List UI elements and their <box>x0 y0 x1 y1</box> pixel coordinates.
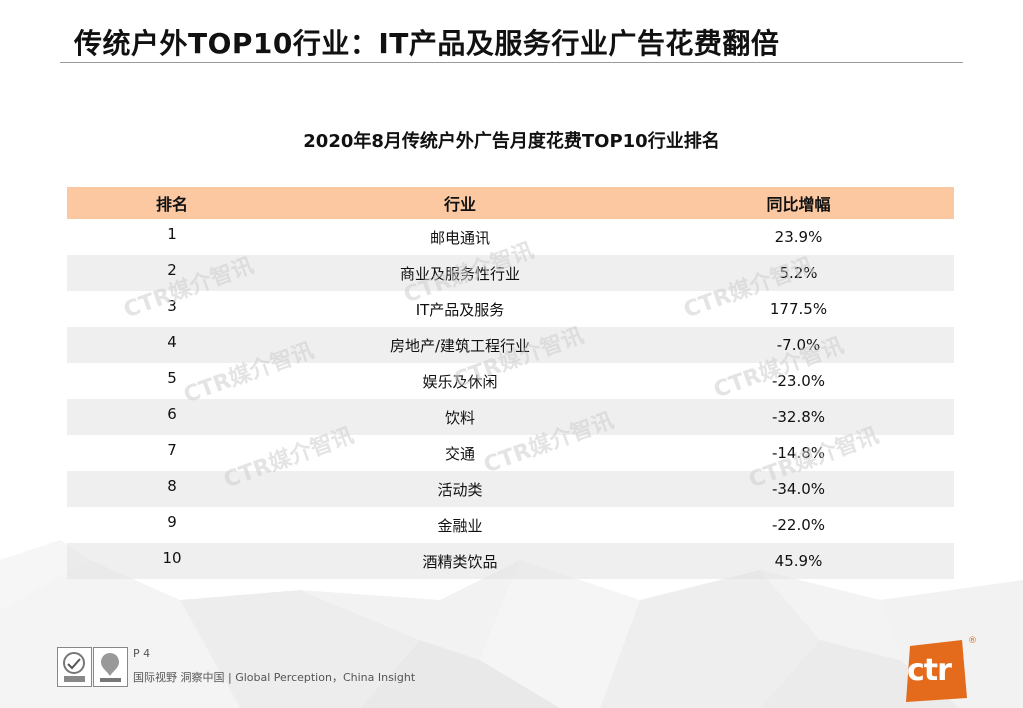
yoy-cell: 23.9% <box>774 228 823 246</box>
table-row: 10 酒精类饮品 45.9% <box>67 543 954 579</box>
table-row: 5 娱乐及休闲 -23.0% <box>67 363 954 399</box>
rank-cell: 7 <box>167 441 177 459</box>
industry-cell: 房地产/建筑工程行业 <box>277 327 643 363</box>
rank-cell: 6 <box>67 399 277 435</box>
yoy-cell: -7.0% <box>643 327 954 363</box>
industry-cell: 饮料 <box>277 399 643 435</box>
certification-logos <box>57 647 128 687</box>
yoy-cell: 45.9% <box>643 543 954 579</box>
table-header-row: 排名 行业 同比增幅 <box>67 187 954 219</box>
column-header-yoy: 同比增幅 <box>643 187 954 219</box>
industry-cell: 活动类 <box>277 471 643 507</box>
table-row: 8 活动类 -34.0% <box>67 471 954 507</box>
table-row: 9 金融业 -22.0% <box>67 507 954 543</box>
yoy-cell: -23.0% <box>771 372 826 390</box>
ctr-logo <box>906 640 967 702</box>
yoy-cell: -34.0% <box>643 471 954 507</box>
table-row: 6 饮料 -32.8% <box>67 399 954 435</box>
table-row: 7 交通 -14.8% <box>67 435 954 471</box>
table-row: 4 房地产/建筑工程行业 -7.0% <box>67 327 954 363</box>
footer-tagline: 国际视野 洞察中国 | Global Perception，China Insi… <box>133 671 416 684</box>
rank-cell: 5 <box>167 369 177 387</box>
industry-cell: 娱乐及休闲 <box>422 372 498 391</box>
ukas-cert-icon <box>93 647 128 687</box>
page-number: P 4 <box>133 647 151 660</box>
industry-cell: 商业及服务性行业 <box>277 255 643 291</box>
table-row: 2 商业及服务性行业 5.2% <box>67 255 954 291</box>
yoy-cell: 177.5% <box>769 300 828 318</box>
rank-cell: 1 <box>167 225 177 243</box>
rank-cell: 9 <box>167 513 177 531</box>
industry-cell: 酒精类饮品 <box>277 543 643 579</box>
page-title: 传统户外TOP10行业：IT产品及服务行业广告花费翻倍 <box>74 27 780 60</box>
yoy-cell: -32.8% <box>643 399 954 435</box>
table-title: 2020年8月传统户外广告月度花费TOP10行业排名 <box>303 131 720 152</box>
industry-cell: 金融业 <box>437 516 483 535</box>
industry-cell: 交通 <box>444 444 475 463</box>
industry-cell: 邮电通讯 <box>429 228 490 247</box>
yoy-cell: -22.0% <box>771 516 826 534</box>
registered-mark: ® <box>968 636 977 646</box>
yoy-cell: -14.8% <box>771 444 826 462</box>
column-header-industry: 行业 <box>277 187 643 219</box>
table-row: 3 IT产品及服务 177.5% <box>67 291 954 327</box>
yoy-cell: 5.2% <box>643 255 954 291</box>
rank-cell: 8 <box>67 471 277 507</box>
column-header-rank: 排名 <box>67 187 277 219</box>
rank-cell: 10 <box>67 543 277 579</box>
sgs-cert-icon <box>57 647 92 687</box>
rank-cell: 3 <box>167 297 177 315</box>
rank-cell: 2 <box>67 255 277 291</box>
ctr-logo-text: ctr <box>907 653 952 688</box>
table-row: 1 邮电通讯 23.9% <box>67 219 954 255</box>
ranking-table: 排名 行业 同比增幅 1 邮电通讯 23.9% 2 商业及服务性行业 5.2% … <box>67 187 954 579</box>
rank-cell: 4 <box>67 327 277 363</box>
industry-cell: IT产品及服务 <box>415 300 505 319</box>
title-divider <box>60 62 963 63</box>
